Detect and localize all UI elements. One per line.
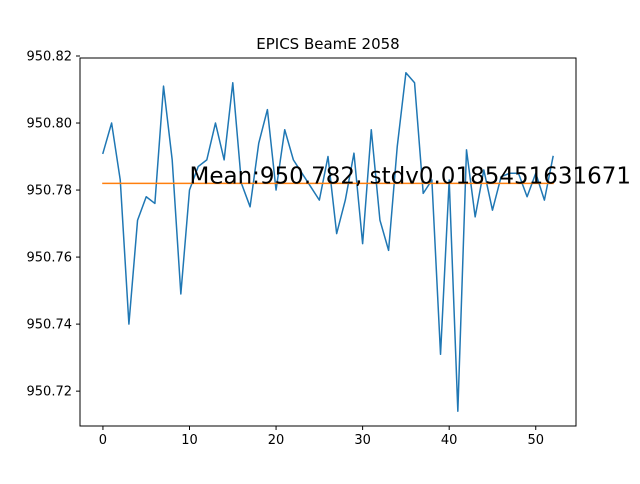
data-point-45 [492, 209, 494, 211]
data-point-30 [362, 243, 364, 245]
x-tick-label: 50 [527, 433, 544, 448]
y-tick-label: 950.78 [27, 184, 73, 199]
y-tick-label: 950.80 [27, 117, 73, 132]
mean-annotation: Mean:950.782, stdv0.0185451631671 [190, 163, 632, 189]
data-point-8 [171, 159, 173, 161]
data-point-4 [137, 219, 139, 221]
y-tick-label: 950.74 [27, 318, 73, 333]
data-point-34 [396, 146, 398, 148]
data-point-18 [258, 142, 260, 144]
data-point-39 [440, 353, 442, 355]
data-point-14 [223, 159, 225, 161]
data-point-26 [327, 156, 329, 158]
x-tick-label: 0 [99, 433, 107, 448]
data-point-1 [111, 122, 113, 124]
data-point-28 [345, 199, 347, 201]
data-point-19 [267, 109, 269, 111]
data-point-41 [457, 410, 459, 412]
x-axis: 0 10 20 30 40 50 [99, 426, 544, 448]
data-point-51 [544, 199, 546, 201]
series-line-beame [102, 72, 554, 412]
x-tick-label: 30 [354, 433, 371, 448]
data-point-25 [319, 199, 321, 201]
data-point-52 [552, 156, 554, 158]
plot-frame [79, 57, 577, 427]
data-point-5 [145, 196, 147, 198]
data-point-3 [128, 323, 130, 325]
data-point-21 [284, 129, 286, 131]
data-point-29 [353, 152, 355, 154]
data-point-12 [206, 159, 208, 161]
data-point-33 [388, 250, 390, 252]
data-point-2 [119, 179, 121, 181]
x-tick-label: 10 [181, 433, 198, 448]
data-point-37 [422, 193, 424, 195]
data-point-36 [414, 82, 416, 84]
chart-title: EPICS BeamE 2058 [256, 35, 399, 53]
data-point-27 [336, 233, 338, 235]
data-point-17 [249, 206, 251, 208]
data-point-15 [232, 82, 234, 84]
data-point-31 [370, 129, 372, 131]
data-point-6 [154, 203, 156, 205]
y-tick-label: 950.76 [27, 251, 73, 266]
y-tick-label: 950.82 [27, 49, 73, 64]
data-point-32 [379, 219, 381, 221]
y-tick-label: 950.72 [27, 385, 73, 400]
data-point-13 [215, 122, 217, 124]
data-point-49 [526, 196, 528, 198]
series-layer [102, 72, 554, 412]
y-axis: 950.72 950.74 950.76 950.78 950.80 950.82 [27, 49, 80, 400]
data-point-42 [466, 149, 468, 151]
data-point-9 [180, 293, 182, 295]
data-point-43 [474, 216, 476, 218]
data-point-22 [293, 159, 295, 161]
x-tick-label: 20 [268, 433, 285, 448]
data-point-7 [163, 85, 165, 87]
data-point-35 [405, 72, 407, 74]
mean-point-0 [102, 183, 104, 185]
x-tick-label: 40 [441, 433, 458, 448]
data-point-10 [189, 189, 191, 191]
data-point-0 [102, 152, 104, 154]
data-point-20 [275, 189, 277, 191]
